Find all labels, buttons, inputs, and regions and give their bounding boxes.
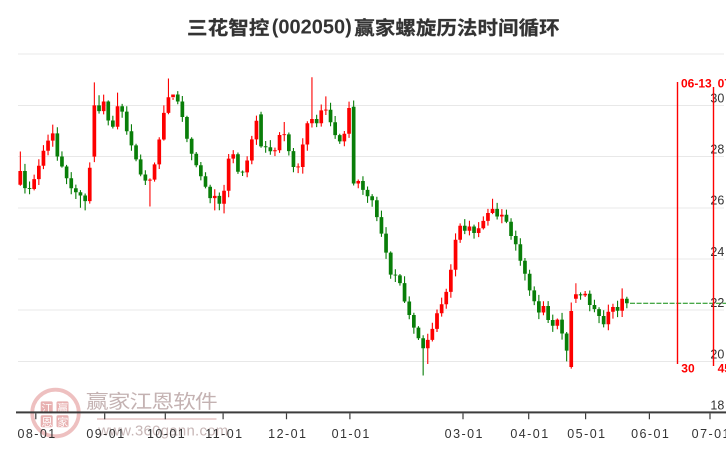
svg-text:08-01: 08-01 (17, 427, 56, 441)
svg-text:11-01: 11-01 (205, 427, 243, 441)
svg-text:26: 26 (710, 194, 724, 208)
svg-text:10-01: 10-01 (147, 427, 186, 441)
svg-text:30: 30 (681, 361, 695, 375)
svg-text:24: 24 (710, 245, 724, 259)
svg-text:30: 30 (710, 91, 724, 105)
svg-text:05-01: 05-01 (567, 427, 606, 441)
svg-text:01-01: 01-01 (332, 427, 371, 441)
svg-text:12-01: 12-01 (268, 427, 307, 441)
svg-text:45: 45 (718, 361, 726, 375)
svg-text:28: 28 (710, 143, 724, 157)
svg-text:03-01: 03-01 (445, 427, 484, 441)
svg-text:06-13: 06-13 (681, 77, 712, 91)
svg-text:www.360gann.com: www.360gann.com (97, 423, 228, 439)
svg-text:18: 18 (710, 399, 724, 413)
svg-text:09-01: 09-01 (86, 427, 125, 441)
svg-text:07: 07 (718, 77, 726, 91)
svg-text:22: 22 (710, 296, 724, 310)
svg-text:06-01: 06-01 (631, 427, 670, 441)
svg-text:07-01: 07-01 (692, 427, 726, 441)
svg-text:04-01: 04-01 (510, 427, 549, 441)
svg-text:(002050): (002050) (272, 16, 352, 38)
svg-text:20: 20 (710, 347, 724, 361)
